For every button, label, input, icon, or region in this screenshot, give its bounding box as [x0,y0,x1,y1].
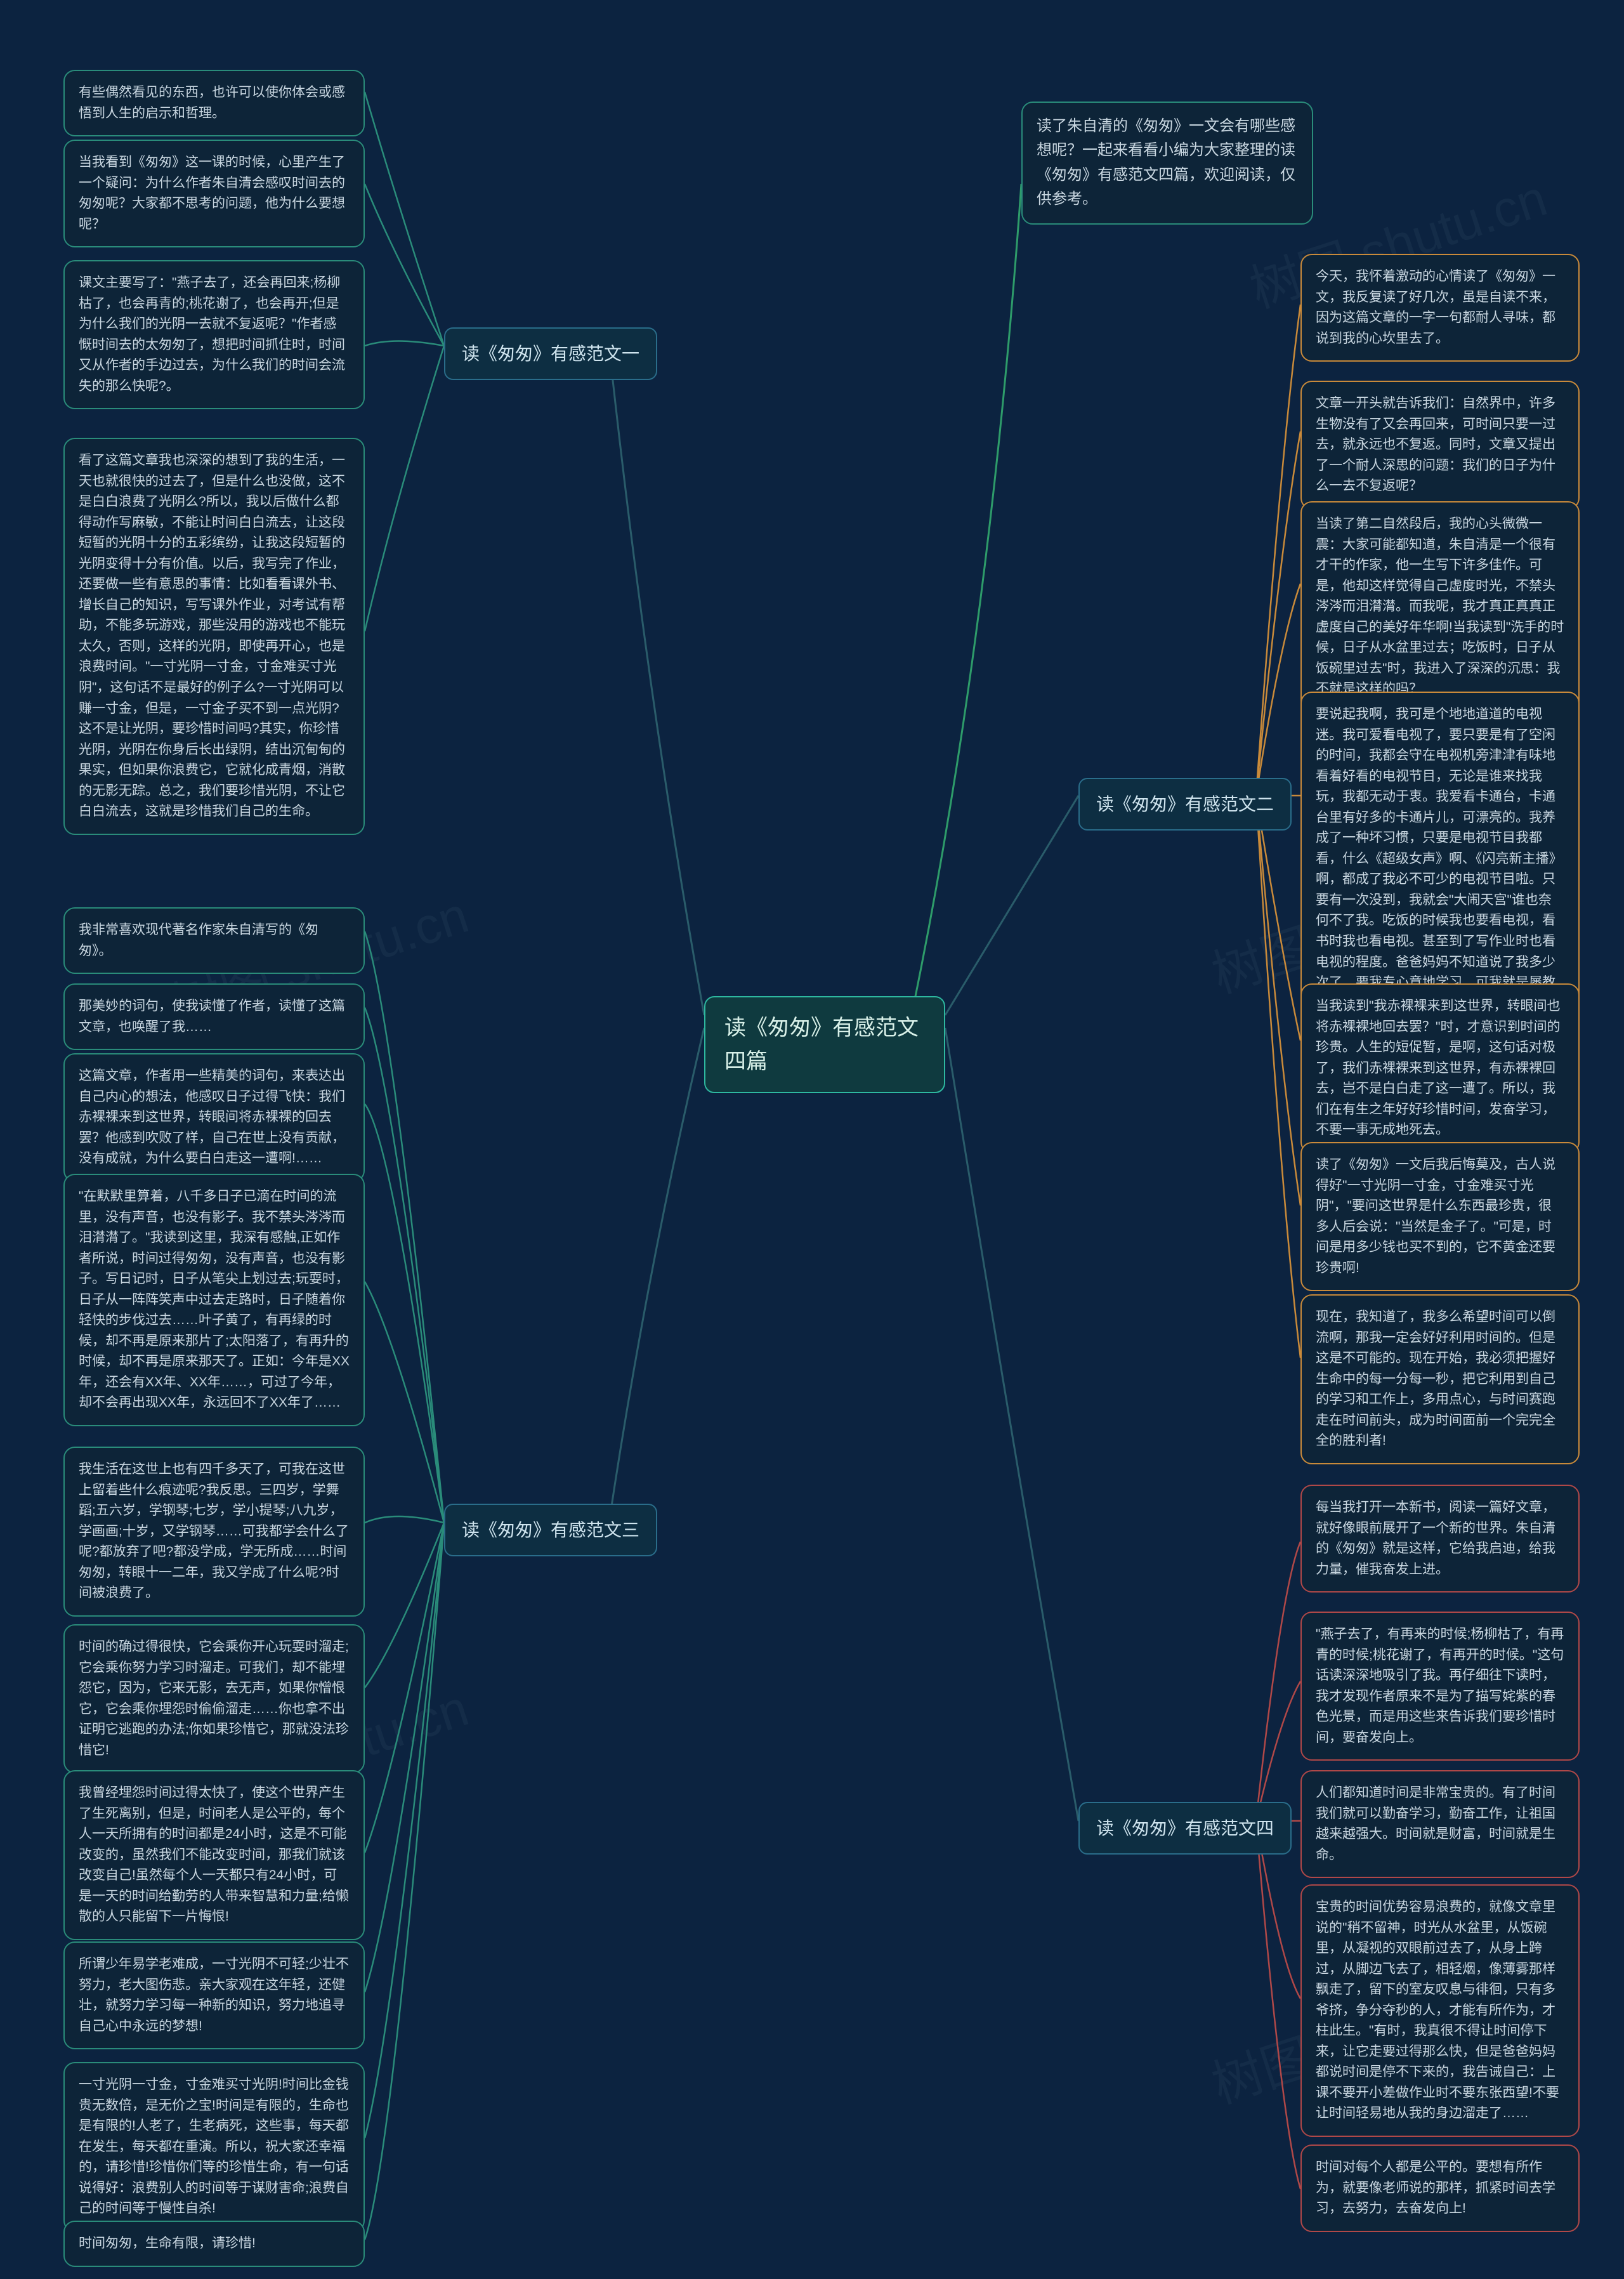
mindmap-canvas: 树图 shutu.cn 树图 shutu.cn 树图 shutu.cn 树图 s… [0,0,1624,2279]
leaf-b3-5[interactable]: 时间的确过得很快，它会乘你开心玩耍时溜走;它会乘你努力学习时溜走。可我们，却不能… [63,1624,365,1773]
leaf-b3-3[interactable]: "在默默里算着，八千多日子已滴在时间的流里，没有声音，也没有影子。我不禁头涔涔而… [63,1174,365,1426]
branch-node-2[interactable]: 读《匆匆》有感范文二 [1078,778,1292,831]
leaf-b4-1[interactable]: "燕子去了，有再来的时候;杨柳枯了，有再青的时候;桃花谢了，有再开的时候。"这句… [1300,1612,1580,1761]
leaf-b2-4[interactable]: 当我读到"我赤裸裸来到这世界，转眼间也将赤裸裸地回去罢？"时，才意识到时间的珍贵… [1300,983,1580,1153]
leaf-b3-4[interactable]: 我生活在这世上也有四千多天了，可我在这世上留着些什么痕迹呢?我反思。三四岁，学舞… [63,1447,365,1617]
leaf-b4-0[interactable]: 每当我打开一本新书，阅读一篇好文章，就好像眼前展开了一个新的世界。朱自清的《匆匆… [1300,1485,1580,1593]
leaf-b3-2[interactable]: 这篇文章，作者用一些精美的词句，来表达出自己内心的想法，他感叹日子过得飞快：我们… [63,1053,365,1182]
leaf-b4-2[interactable]: 人们都知道时间是非常宝贵的。有了时间我们就可以勤奋学习，勤奋工作，让祖国越来越强… [1300,1770,1580,1878]
leaf-b2-2[interactable]: 当读了第二自然段后，我的心头微微一震：大家可能都知道，朱自清是一个很有才干的作家… [1300,501,1580,713]
leaf-b1-1[interactable]: 当我看到《匆匆》这一课的时候，心里产生了一个疑问：为什么作者朱自清会感叹时间去的… [63,140,365,247]
branch-node-4[interactable]: 读《匆匆》有感范文四 [1078,1802,1292,1855]
intro-node[interactable]: 读了朱自清的《匆匆》一文会有哪些感想呢？一起来看看小编为大家整理的读《匆匆》有感… [1021,102,1313,225]
leaf-b2-1[interactable]: 文章一开头就告诉我们：自然界中，许多生物没有了又会再回来，可时间只要一过去，就永… [1300,381,1580,509]
leaf-b3-1[interactable]: 那美妙的词句，使我读懂了作者，读懂了这篇文章，也唤醒了我…… [63,983,365,1050]
leaf-b4-4[interactable]: 时间对每个人都是公平的。要想有所作为，就要像老师说的那样，抓紧时间去学习，去努力… [1300,2144,1580,2232]
leaf-b3-6[interactable]: 我曾经埋怨时间过得太快了，使这个世界产生了生死离别，但是，时间老人是公平的，每个… [63,1770,365,1940]
leaf-b1-2[interactable]: 课文主要写了："燕子去了，还会再回来;杨柳枯了，也会再青的;桃花谢了，也会再开;… [63,260,365,409]
leaf-b4-3[interactable]: 宝贵的时间优势容易浪费的，就像文章里说的"稍不留神，时光从水盆里，从饭碗里，从凝… [1300,1884,1580,2137]
leaf-b1-3[interactable]: 看了这篇文章我也深深的想到了我的生活，一天也就很快的过去了，但是什么也没做，这不… [63,438,365,835]
leaf-b3-9[interactable]: 时间匆匆，生命有限，请珍惜! [63,2221,365,2267]
leaf-b3-7[interactable]: 所谓少年易学老难成，一寸光阴不可轻;少壮不努力，老大图伤悲。亲大家观在这年轻，还… [63,1941,365,2049]
branch-node-1[interactable]: 读《匆匆》有感范文一 [444,327,657,380]
leaf-b3-0[interactable]: 我非常喜欢现代著名作家朱自清写的《匆匆》。 [63,907,365,974]
leaf-b1-0[interactable]: 有些偶然看见的东西，也许可以使你体会或感悟到人生的启示和哲理。 [63,70,365,136]
leaf-b2-0[interactable]: 今天，我怀着激动的心情读了《匆匆》一文，我反复读了好几次，虽是自读不来，因为这篇… [1300,254,1580,362]
center-node[interactable]: 读《匆匆》有感范文四篇 [704,996,945,1093]
leaf-b2-5[interactable]: 读了《匆匆》一文后我后悔莫及，古人说得好"一寸光阴一寸金，寸金难买寸光阴"，"要… [1300,1142,1580,1291]
leaf-b2-6[interactable]: 现在，我知道了，我多么希望时间可以倒流啊，那我一定会好好利用时间的。但是这是不可… [1300,1294,1580,1464]
branch-node-3[interactable]: 读《匆匆》有感范文三 [444,1504,657,1556]
leaf-b3-8[interactable]: 一寸光阴一寸金，寸金难买寸光阴!时间比金钱贵无数倍，是无价之宝!时间是有限的，生… [63,2062,365,2232]
